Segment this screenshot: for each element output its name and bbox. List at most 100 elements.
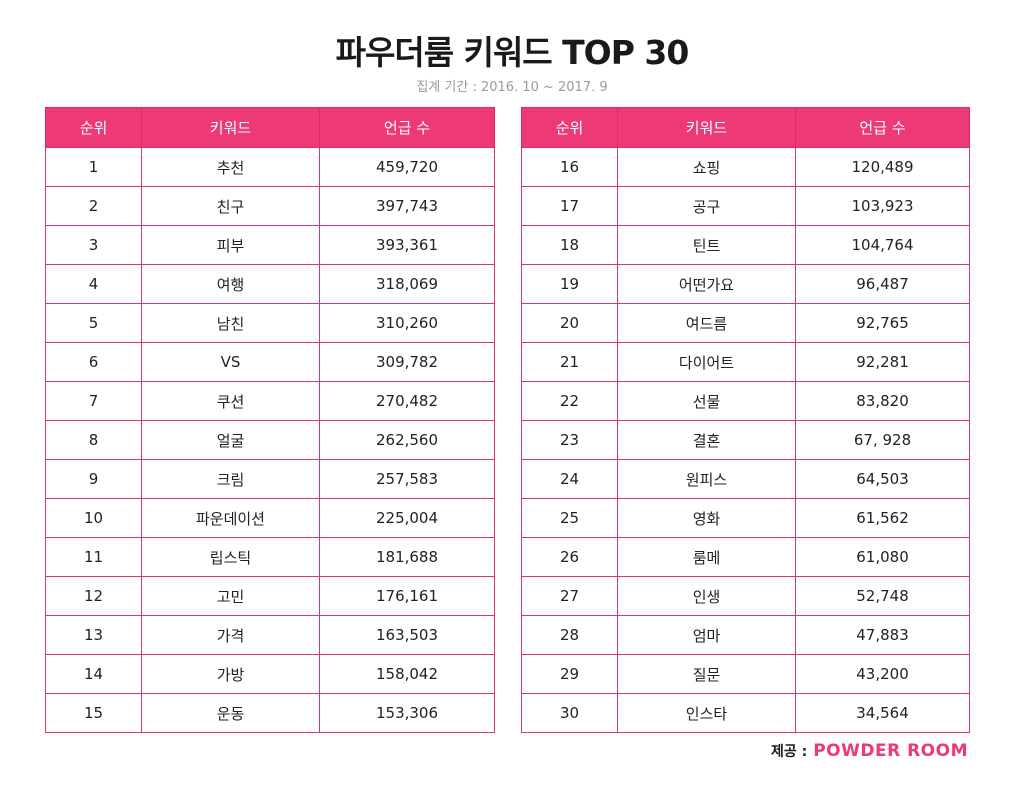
table-row: 7 쿠션 270,482: [45, 381, 495, 421]
keyword-cell: 인생: [617, 576, 796, 616]
table-row: 20 여드름 92,765: [521, 303, 970, 343]
keyword-cell: 결혼: [617, 420, 796, 460]
mentions-cell: 103,923: [795, 186, 970, 226]
table-header-row: 순위 키워드 언급 수: [45, 107, 495, 148]
keyword-cell: 가방: [141, 654, 320, 694]
table-row: 28 엄마 47,883: [521, 615, 970, 655]
keyword-cell: 인스타: [617, 693, 796, 733]
table-row: 13 가격 163,503: [45, 615, 495, 655]
mentions-cell: 262,560: [319, 420, 495, 460]
keyword-cell: 질문: [617, 654, 796, 694]
credit-label: 제공 :: [770, 744, 808, 760]
keyword-cell: 여행: [141, 264, 320, 304]
rank-cell: 18: [521, 225, 618, 265]
collection-period: 집계 기간 : 2016. 10 ~ 2017. 9: [416, 80, 608, 95]
mentions-cell: 257,583: [319, 459, 495, 499]
rank-cell: 29: [521, 654, 618, 694]
rank-cell: 5: [45, 303, 142, 343]
rank-cell: 28: [521, 615, 618, 655]
rank-cell: 7: [45, 381, 142, 421]
keyword-cell: 어떤가요: [617, 264, 796, 304]
header-rank: 순위: [45, 107, 142, 148]
mentions-cell: 67, 928: [795, 420, 970, 460]
mentions-cell: 158,042: [319, 654, 495, 694]
mentions-cell: 47,883: [795, 615, 970, 655]
rank-cell: 15: [45, 693, 142, 733]
table-row: 6 VS 309,782: [45, 342, 495, 382]
rank-cell: 25: [521, 498, 618, 538]
table-row: 14 가방 158,042: [45, 654, 495, 694]
keyword-cell: 여드름: [617, 303, 796, 343]
keyword-cell: 틴트: [617, 225, 796, 265]
rank-cell: 13: [45, 615, 142, 655]
table-header-row: 순위 키워드 언급 수: [521, 107, 970, 148]
page-title: 파우더룸 키워드 TOP 30: [335, 33, 690, 72]
table-row: 19 어떤가요 96,487: [521, 264, 970, 304]
mentions-cell: 309,782: [319, 342, 495, 382]
mentions-cell: 43,200: [795, 654, 970, 694]
rank-cell: 10: [45, 498, 142, 538]
rank-cell: 24: [521, 459, 618, 499]
keyword-cell: 쿠션: [141, 381, 320, 421]
table-row: 18 틴트 104,764: [521, 225, 970, 265]
mentions-cell: 397,743: [319, 186, 495, 226]
keyword-cell: 크림: [141, 459, 320, 499]
mentions-cell: 310,260: [319, 303, 495, 343]
keyword-cell: 친구: [141, 186, 320, 226]
table-row: 25 영화 61,562: [521, 498, 970, 538]
keyword-cell: 남친: [141, 303, 320, 343]
keyword-cell: 파운데이션: [141, 498, 320, 538]
rank-cell: 4: [45, 264, 142, 304]
keyword-cell: 영화: [617, 498, 796, 538]
keyword-cell: 립스틱: [141, 537, 320, 577]
header-keyword: 키워드: [141, 107, 320, 148]
table-row: 27 인생 52,748: [521, 576, 970, 616]
rank-cell: 3: [45, 225, 142, 265]
keyword-table-left: 순위 키워드 언급 수 1 추천 459,720 2 친구 397,743 3 피부 393,3…: [45, 107, 495, 733]
table-row: 4 여행 318,069: [45, 264, 495, 304]
keyword-cell: 엄마: [617, 615, 796, 655]
keyword-cell: 룸메: [617, 537, 796, 577]
table-row: 30 인스타 34,564: [521, 693, 970, 733]
header-mentions: 언급 수: [795, 107, 970, 148]
brand-logo: POWDER ROOM: [813, 741, 968, 761]
rank-cell: 22: [521, 381, 618, 421]
rank-cell: 14: [45, 654, 142, 694]
header-mentions: 언급 수: [319, 107, 495, 148]
rank-cell: 20: [521, 303, 618, 343]
table-row: 10 파운데이션 225,004: [45, 498, 495, 538]
rank-cell: 23: [521, 420, 618, 460]
mentions-cell: 83,820: [795, 381, 970, 421]
keyword-cell: 원피스: [617, 459, 796, 499]
table-row: 8 얼굴 262,560: [45, 420, 495, 460]
rank-cell: 17: [521, 186, 618, 226]
mentions-cell: 270,482: [319, 381, 495, 421]
rank-cell: 21: [521, 342, 618, 382]
rank-cell: 26: [521, 537, 618, 577]
rank-cell: 8: [45, 420, 142, 460]
table-row: 23 결혼 67, 928: [521, 420, 970, 460]
mentions-cell: 163,503: [319, 615, 495, 655]
table-row: 24 원피스 64,503: [521, 459, 970, 499]
mentions-cell: 52,748: [795, 576, 970, 616]
header-rank: 순위: [521, 107, 618, 148]
keyword-cell: 고민: [141, 576, 320, 616]
table-row: 2 친구 397,743: [45, 186, 495, 226]
rank-cell: 11: [45, 537, 142, 577]
rank-cell: 27: [521, 576, 618, 616]
keyword-cell: VS: [141, 342, 320, 382]
mentions-cell: 104,764: [795, 225, 970, 265]
keyword-cell: 추천: [141, 147, 320, 187]
keyword-cell: 얼굴: [141, 420, 320, 460]
keyword-cell: 공구: [617, 186, 796, 226]
header-keyword: 키워드: [617, 107, 796, 148]
table-row: 1 추천 459,720: [45, 147, 495, 187]
keyword-cell: 피부: [141, 225, 320, 265]
table-row: 22 선물 83,820: [521, 381, 970, 421]
mentions-cell: 318,069: [319, 264, 495, 304]
keyword-cell: 가격: [141, 615, 320, 655]
mentions-cell: 61,080: [795, 537, 970, 577]
table-row: 26 룸메 61,080: [521, 537, 970, 577]
table-row: 29 질문 43,200: [521, 654, 970, 694]
mentions-cell: 153,306: [319, 693, 495, 733]
